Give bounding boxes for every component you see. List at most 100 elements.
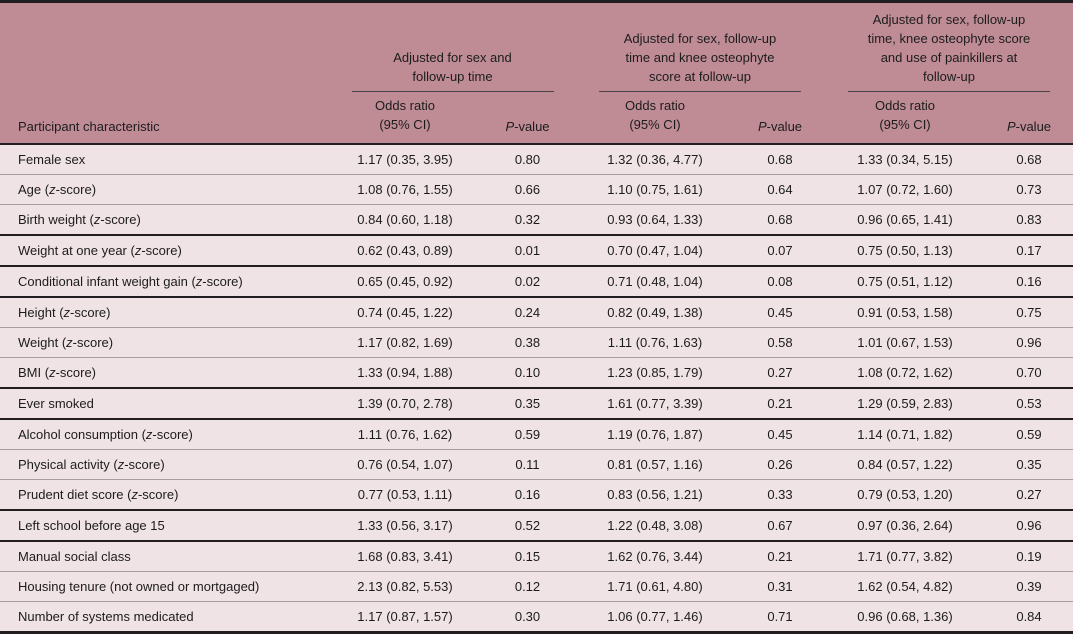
p-value-column-header-1: P-value: [480, 92, 575, 145]
odds-ratio-column-header-2: Odds ratio (95% CI): [575, 92, 735, 145]
characteristic-italic-segment: z: [63, 304, 71, 320]
p-value-cell: 0.71: [735, 601, 825, 633]
odds-ratio-cell: 0.84 (0.60, 1.18): [330, 204, 480, 236]
odds-ratio-cell: 0.79 (0.53, 1.20): [825, 479, 985, 511]
odds-ratio-cell: 1.07 (0.72, 1.60): [825, 174, 985, 205]
p-value-column-header-3: P-value: [985, 92, 1073, 145]
column-group-header-model1: Adjusted for sex and follow-up time: [330, 1, 575, 93]
characteristic-cell: Weight (z-score): [0, 327, 330, 358]
p-value-cell: 0.26: [735, 449, 825, 480]
p-value-cell: 0.08: [735, 265, 825, 298]
table-row: BMI (z-score) 1.33 (0.94, 1.88) 0.10 1.23 (…: [0, 357, 1073, 389]
odds-ratio-cell: 1.61 (0.77, 3.39): [575, 387, 735, 420]
odds-ratio-cell: 1.17 (0.35, 3.95): [330, 143, 480, 175]
table-row: Alcohol consumption (z-score) 1.11 (0.76,…: [0, 418, 1073, 450]
characteristic-text-segment: Alcohol consumption (: [18, 426, 146, 442]
odds-ratio-cell: 0.83 (0.56, 1.21): [575, 479, 735, 511]
table-row: Age (z-score) 1.08 (0.76, 1.55) 0.66 1.10 (…: [0, 174, 1073, 205]
characteristic-text-segment: -score): [124, 456, 165, 472]
column-header-row: Participant characteristic Odds ratio (9…: [0, 92, 1073, 145]
odds-ratio-cell: 0.96 (0.68, 1.36): [825, 601, 985, 633]
odds-ratio-cell: 0.74 (0.45, 1.22): [330, 296, 480, 328]
p-value-cell: 0.64: [735, 174, 825, 205]
odds-ratio-cell: 1.33 (0.56, 3.17): [330, 509, 480, 542]
empty-header-cell: [0, 1, 330, 93]
odds-ratio-column-label: Odds ratio (95% CI): [625, 98, 685, 132]
p-value-cell: 0.45: [735, 418, 825, 450]
characteristic-text-segment: Physical activity (: [18, 456, 118, 472]
characteristic-cell: Conditional infant weight gain (z-score): [0, 265, 330, 298]
p-value-cell: 0.27: [735, 357, 825, 389]
odds-ratio-cell: 0.93 (0.64, 1.33): [575, 204, 735, 236]
odds-ratio-cell: 0.75 (0.50, 1.13): [825, 234, 985, 267]
column-group-header-model2: Adjusted for sex, follow-up time and kne…: [575, 1, 825, 93]
table-header: Adjusted for sex and follow-up time Adju…: [0, 1, 1073, 145]
p-label-italic: P: [1006, 118, 1016, 134]
characteristic-text-segment: -score): [55, 364, 97, 380]
characteristic-text-segment: -score): [152, 426, 193, 442]
characteristic-italic-segment: z: [131, 486, 138, 502]
p-value-cell: 0.16: [985, 265, 1073, 298]
p-value-cell: 0.68: [735, 143, 825, 175]
odds-ratio-cell: 1.33 (0.34, 5.15): [825, 143, 985, 175]
odds-ratio-column-header-1: Odds ratio (95% CI): [330, 92, 480, 145]
characteristic-cell: Manual social class: [0, 540, 330, 572]
p-value-cell: 0.52: [480, 509, 575, 542]
p-value-cell: 0.11: [480, 449, 575, 480]
odds-ratio-cell: 0.71 (0.48, 1.04): [575, 265, 735, 298]
characteristic-text-segment: -score): [141, 242, 182, 258]
p-value-cell: 0.39: [985, 571, 1073, 602]
characteristic-text-segment: -score): [72, 334, 114, 350]
odds-ratio-cell: 0.65 (0.45, 0.92): [330, 265, 480, 298]
odds-ratio-cell: 1.29 (0.59, 2.83): [825, 387, 985, 420]
p-value-cell: 0.32: [480, 204, 575, 236]
p-value-cell: 0.27: [985, 479, 1073, 511]
odds-ratio-cell: 2.13 (0.82, 5.53): [330, 571, 480, 602]
table-row: Physical activity (z-score) 0.76 (0.54, 1…: [0, 449, 1073, 480]
characteristic-italic-segment: z: [66, 334, 73, 350]
characteristic-italic-segment: z: [93, 211, 101, 227]
p-value-cell: 0.12: [480, 571, 575, 602]
characteristic-cell: Left school before age 15: [0, 509, 330, 542]
characteristic-cell: Birth weight (z-score): [0, 204, 330, 236]
table-row: Number of systems medicated 1.17 (0.87, 1…: [0, 601, 1073, 633]
characteristic-cell: Female sex: [0, 143, 330, 175]
characteristic-italic-segment: z: [145, 426, 153, 442]
odds-ratio-cell: 1.32 (0.36, 4.77): [575, 143, 735, 175]
p-value-cell: 0.68: [735, 204, 825, 236]
odds-ratio-cell: 0.82 (0.49, 1.38): [575, 296, 735, 328]
p-label-rest: -value: [1015, 118, 1052, 134]
characteristic-cell: Physical activity (z-score): [0, 449, 330, 480]
p-value-cell: 0.07: [735, 234, 825, 267]
characteristic-text-segment: Housing tenure (not owned or mortgaged): [18, 578, 260, 594]
p-value-cell: 0.53: [985, 387, 1073, 420]
p-value-cell: 0.31: [735, 571, 825, 602]
odds-ratio-cell: 1.19 (0.76, 1.87): [575, 418, 735, 450]
p-label-rest: -value: [766, 118, 803, 134]
p-value-cell: 0.45: [735, 296, 825, 328]
characteristic-text-segment: Weight at one year (: [18, 242, 135, 258]
characteristic-cell: Prudent diet score (z-score): [0, 479, 330, 511]
characteristic-cell: Number of systems medicated: [0, 601, 330, 633]
p-value-cell: 0.24: [480, 296, 575, 328]
p-value-cell: 0.35: [480, 387, 575, 420]
characteristic-column-header: Participant characteristic: [0, 92, 330, 145]
p-value-cell: 0.16: [480, 479, 575, 511]
characteristic-cell: Alcohol consumption (z-score): [0, 418, 330, 450]
p-value-cell: 0.33: [735, 479, 825, 511]
p-value-cell: 0.67: [735, 509, 825, 542]
characteristic-cell: Housing tenure (not owned or mortgaged): [0, 571, 330, 602]
odds-ratio-cell: 0.76 (0.54, 1.07): [330, 449, 480, 480]
characteristic-cell: BMI (z-score): [0, 357, 330, 389]
p-value-cell: 0.59: [985, 418, 1073, 450]
odds-ratio-cell: 0.62 (0.43, 0.89): [330, 234, 480, 267]
characteristic-text-segment: Number of systems medicated: [18, 608, 194, 624]
odds-ratio-cell: 1.23 (0.85, 1.79): [575, 357, 735, 389]
characteristic-text-segment: -score): [137, 486, 179, 502]
characteristic-text-segment: -score): [100, 211, 141, 227]
p-value-column-header-2: P-value: [735, 92, 825, 145]
column-group-label-model2: Adjusted for sex, follow-up time and kne…: [599, 30, 801, 93]
characteristic-italic-segment: z: [49, 364, 56, 380]
odds-ratio-cell: 1.33 (0.94, 1.88): [330, 357, 480, 389]
